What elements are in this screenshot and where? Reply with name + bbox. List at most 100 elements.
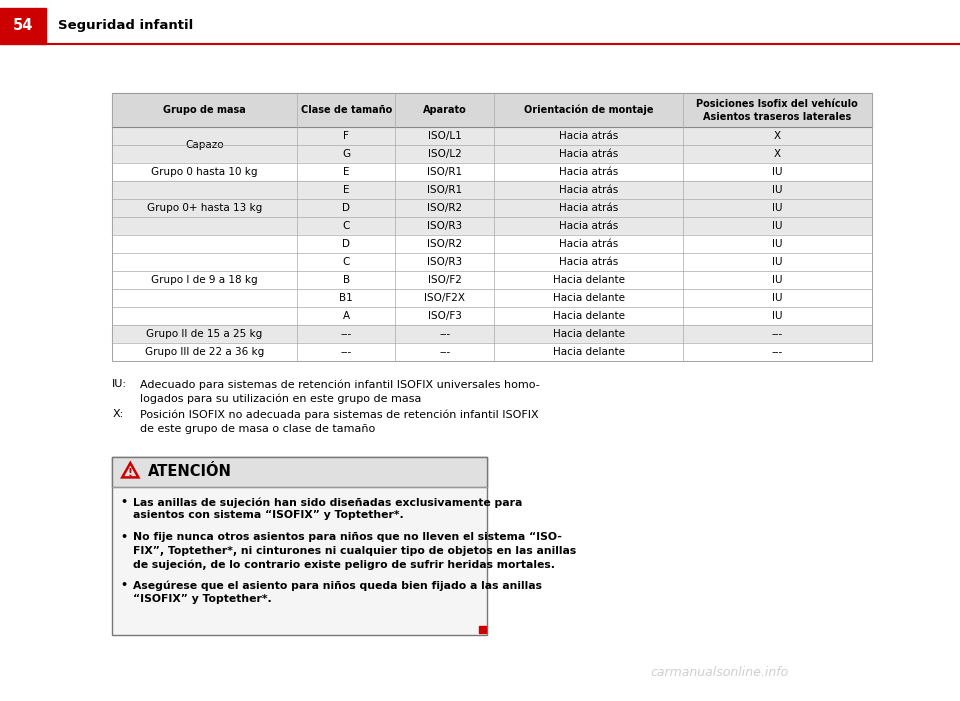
Text: IU: IU <box>772 203 782 213</box>
Text: Hacia atrás: Hacia atrás <box>559 203 618 213</box>
Text: Hacia delante: Hacia delante <box>553 311 625 321</box>
Bar <box>112 457 488 635</box>
Text: ISO/L2: ISO/L2 <box>428 149 462 159</box>
Text: Hacia atrás: Hacia atrás <box>559 185 618 195</box>
Text: Asientos traseros laterales: Asientos traseros laterales <box>703 112 852 122</box>
Text: D: D <box>342 203 350 213</box>
Text: E: E <box>343 185 349 195</box>
Bar <box>112 307 872 325</box>
Text: IU:: IU: <box>112 379 128 389</box>
Text: IU: IU <box>772 311 782 321</box>
Text: IU: IU <box>772 221 782 231</box>
Text: IU: IU <box>772 257 782 267</box>
Text: Hacia delante: Hacia delante <box>553 329 625 339</box>
Text: A: A <box>343 311 349 321</box>
Text: Orientación de montaje: Orientación de montaje <box>524 104 653 115</box>
Text: ISO/L1: ISO/L1 <box>428 131 462 141</box>
Text: ---: --- <box>439 329 450 339</box>
Text: Grupo 0 hasta 10 kg: Grupo 0 hasta 10 kg <box>152 167 258 177</box>
Text: ---: --- <box>341 329 351 339</box>
Bar <box>112 163 872 181</box>
Text: ---: --- <box>772 329 783 339</box>
Text: Las anillas de sujeción han sido diseñadas exclusivamente para: Las anillas de sujeción han sido diseñad… <box>133 497 522 508</box>
Text: IU: IU <box>772 167 782 177</box>
Text: ATENCIÓN: ATENCIÓN <box>148 465 232 479</box>
Text: Adecuado para sistemas de retención infantil ISOFIX universales homo-
logados pa: Adecuado para sistemas de retención infa… <box>140 379 540 404</box>
Text: G: G <box>342 149 350 159</box>
Text: B: B <box>343 275 349 285</box>
Bar <box>112 289 872 307</box>
Text: Clase de tamaño: Clase de tamaño <box>300 105 392 115</box>
Text: C: C <box>343 257 349 267</box>
Text: ISO/R3: ISO/R3 <box>427 257 463 267</box>
Text: Seguridad infantil: Seguridad infantil <box>58 20 193 32</box>
Text: F: F <box>343 131 349 141</box>
Text: X: X <box>774 149 780 159</box>
Text: 54: 54 <box>12 18 34 34</box>
Text: IU: IU <box>772 275 782 285</box>
Bar <box>112 127 872 145</box>
Text: Grupo 0+ hasta 13 kg: Grupo 0+ hasta 13 kg <box>147 203 262 213</box>
Text: de sujeción, de lo contrario existe peligro de sufrir heridas mortales.: de sujeción, de lo contrario existe peli… <box>133 559 555 569</box>
Text: Hacia atrás: Hacia atrás <box>559 257 618 267</box>
Text: C: C <box>343 221 349 231</box>
Text: IU: IU <box>772 293 782 303</box>
Text: Hacia atrás: Hacia atrás <box>559 221 618 231</box>
Text: Grupo II de 15 a 25 kg: Grupo II de 15 a 25 kg <box>147 329 263 339</box>
Text: carmanualsonline.info: carmanualsonline.info <box>651 667 789 679</box>
Text: ISO/R3: ISO/R3 <box>427 221 463 231</box>
Bar <box>112 235 872 253</box>
Text: IU: IU <box>772 185 782 195</box>
Bar <box>112 457 488 487</box>
Text: ---: --- <box>439 347 450 357</box>
Text: ISO/R1: ISO/R1 <box>427 185 463 195</box>
Text: ISO/R1: ISO/R1 <box>427 167 463 177</box>
Text: ---: --- <box>341 347 351 357</box>
Text: •: • <box>120 580 128 590</box>
Text: •: • <box>120 497 128 507</box>
Text: Aparato: Aparato <box>423 105 467 115</box>
Text: ISO/R2: ISO/R2 <box>427 203 463 213</box>
Text: Posiciones Isofix del vehículo: Posiciones Isofix del vehículo <box>696 99 858 109</box>
Text: X:: X: <box>112 409 124 419</box>
Bar <box>112 217 872 235</box>
Text: Hacia atrás: Hacia atrás <box>559 131 618 141</box>
Text: ISO/F3: ISO/F3 <box>428 311 462 321</box>
Bar <box>0 8 960 44</box>
Text: Asegúrese que el asiento para niños queda bien fijado a las anillas: Asegúrese que el asiento para niños qued… <box>133 580 542 591</box>
Text: IU: IU <box>772 239 782 249</box>
Text: Grupo III de 22 a 36 kg: Grupo III de 22 a 36 kg <box>145 347 264 357</box>
Text: Hacia atrás: Hacia atrás <box>559 167 618 177</box>
Text: ISO/R2: ISO/R2 <box>427 239 463 249</box>
Text: D: D <box>342 239 350 249</box>
Bar <box>112 325 872 343</box>
Text: Capazo: Capazo <box>185 140 224 150</box>
Bar <box>479 626 487 633</box>
Text: ISO/F2: ISO/F2 <box>428 275 462 285</box>
Text: Grupo I de 9 a 18 kg: Grupo I de 9 a 18 kg <box>152 275 258 285</box>
Bar <box>112 199 872 217</box>
Text: Hacia delante: Hacia delante <box>553 347 625 357</box>
Text: Hacia delante: Hacia delante <box>553 293 625 303</box>
Text: E: E <box>343 167 349 177</box>
Text: asientos con sistema “ISOFIX” y Toptether*.: asientos con sistema “ISOFIX” y Toptethe… <box>133 510 404 521</box>
Text: Hacia delante: Hacia delante <box>553 275 625 285</box>
Text: FIX”, Toptether*, ni cinturones ni cualquier tipo de objetos en las anillas: FIX”, Toptether*, ni cinturones ni cualq… <box>133 545 577 555</box>
Text: B1: B1 <box>339 293 353 303</box>
Text: !: ! <box>128 468 132 478</box>
Text: No fije nunca otros asientos para niños que no lleven el sistema “ISO-: No fije nunca otros asientos para niños … <box>133 532 563 542</box>
Text: X: X <box>774 131 780 141</box>
Bar <box>112 181 872 199</box>
Text: Hacia atrás: Hacia atrás <box>559 149 618 159</box>
Bar <box>112 93 872 361</box>
Bar <box>112 253 872 271</box>
Text: Posición ISOFIX no adecuada para sistemas de retención infantil ISOFIX
de este g: Posición ISOFIX no adecuada para sistema… <box>140 409 539 433</box>
Bar <box>0 8 46 44</box>
Text: •: • <box>120 532 128 542</box>
Bar <box>112 145 872 163</box>
Text: Grupo de masa: Grupo de masa <box>163 105 246 115</box>
Text: “ISOFIX” y Toptether*.: “ISOFIX” y Toptether*. <box>133 594 272 604</box>
Bar <box>112 343 872 361</box>
Text: ---: --- <box>772 347 783 357</box>
Bar <box>112 271 872 289</box>
